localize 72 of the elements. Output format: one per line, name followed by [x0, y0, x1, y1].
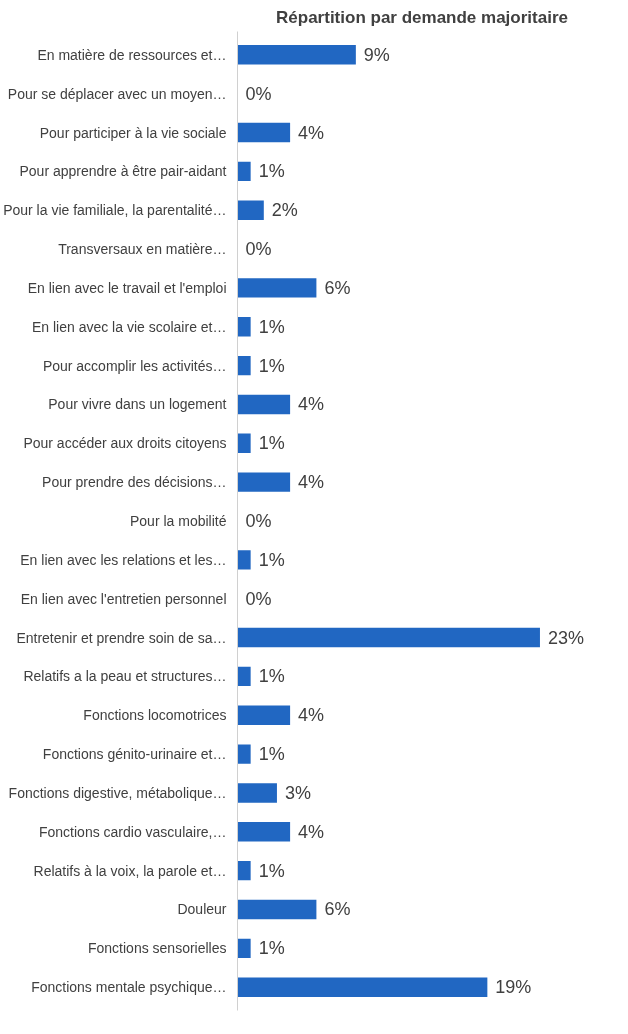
y-tick-label: Relatifs a la peau et structures…	[23, 668, 227, 685]
y-tick-label: En lien avec la vie scolaire et…	[31, 318, 227, 335]
data-label: 1%	[258, 666, 285, 687]
bar	[237, 161, 251, 182]
data-label: 2%	[271, 200, 298, 221]
y-tick-label: Pour apprendre à être pair-aidant	[19, 163, 227, 180]
y-tick-label: Relatifs à la voix, la parole et…	[33, 862, 227, 879]
y-tick-label: Fonctions cardio vasculaire,…	[38, 823, 227, 840]
data-label: 1%	[258, 355, 285, 376]
y-tick-label: Fonctions mentale psychique…	[31, 979, 227, 996]
bar	[237, 977, 488, 997]
bar	[237, 550, 251, 570]
data-label: 19%	[495, 977, 532, 998]
bar	[237, 355, 251, 376]
y-tick-label: En matière de ressources et…	[37, 46, 227, 63]
data-label: 1%	[258, 744, 285, 765]
y-tick-label: Pour vivre dans un logement	[48, 396, 227, 413]
bar	[237, 860, 251, 881]
bar	[237, 45, 356, 65]
bar	[237, 278, 317, 298]
data-label: 1%	[258, 860, 285, 881]
data-label: 4%	[298, 705, 325, 726]
chart-title: Répartition par demande majoritaire	[276, 7, 568, 27]
data-label: 1%	[258, 161, 285, 182]
bar	[237, 744, 251, 764]
y-tick-label: Fonctions sensorielles	[87, 940, 227, 957]
data-label: 3%	[284, 782, 311, 803]
y-tick-label: Fonctions locomotrices	[83, 707, 227, 724]
y-tick-label: En lien avec le travail et l'emploi	[27, 279, 227, 296]
data-label: 0%	[245, 239, 272, 260]
bar	[237, 472, 291, 492]
bar	[237, 938, 251, 959]
y-tick-label: Pour prendre des décisions…	[42, 474, 227, 491]
data-label: 0%	[245, 83, 272, 104]
bar	[237, 627, 540, 648]
y-tick-label: En lien avec les relations et les…	[20, 551, 227, 568]
data-label: 1%	[258, 938, 285, 959]
y-tick-label: Pour la mobilité	[130, 513, 227, 529]
data-label: 4%	[298, 394, 325, 415]
y-tick-label: Pour accomplir les activités…	[42, 357, 227, 374]
y-tick-label: Fonctions génito-urinaire et…	[42, 746, 227, 763]
bar	[237, 122, 291, 143]
data-label: 4%	[298, 821, 325, 842]
bar	[237, 783, 277, 803]
data-label: 6%	[324, 899, 351, 920]
data-label: 4%	[298, 122, 325, 143]
bar	[237, 317, 251, 337]
data-label: 4%	[298, 472, 325, 493]
data-label: 1%	[258, 316, 285, 337]
data-label: 9%	[363, 44, 390, 65]
y-tick-label: Douleur	[177, 901, 227, 918]
y-tick-label: Pour participer à la vie sociale	[39, 124, 227, 141]
data-label: 0%	[245, 588, 272, 609]
data-label: 23%	[547, 627, 584, 648]
data-label: 6%	[324, 277, 351, 298]
bar	[237, 899, 317, 920]
y-tick-label: Pour se déplacer avec un moyen…	[7, 85, 227, 102]
bar	[237, 394, 291, 415]
y-tick-label: En lien avec l'entretien personnel	[20, 590, 227, 607]
y-tick-label: Fonctions digestive, métabolique…	[8, 784, 227, 801]
y-tick-label: Entretenir et prendre soin de sa…	[16, 629, 227, 646]
y-tick-label: Pour accéder aux droits citoyens	[23, 435, 227, 452]
y-tick-label: Pour la vie familiale, la parentalité…	[3, 202, 227, 219]
bar	[237, 666, 251, 687]
bar	[237, 433, 251, 454]
data-label: 0%	[245, 511, 272, 531]
bar	[237, 200, 264, 220]
bar	[237, 822, 291, 842]
bar	[237, 705, 291, 725]
data-label: 1%	[258, 433, 285, 454]
data-label: 1%	[258, 549, 285, 570]
y-tick-label: Transversaux en matière…	[58, 241, 227, 258]
